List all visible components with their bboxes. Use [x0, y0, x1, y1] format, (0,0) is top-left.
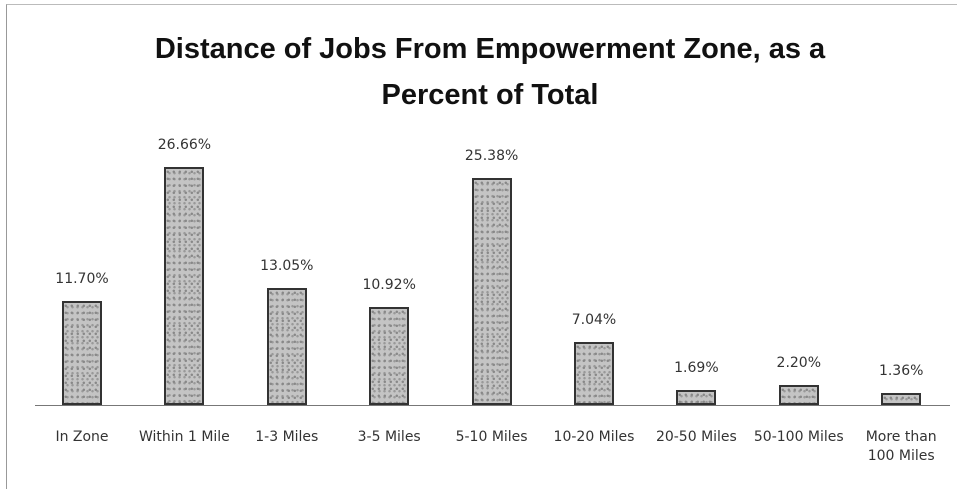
data-label: 25.38%: [464, 148, 519, 165]
data-label: 2.20%: [776, 355, 822, 372]
x-tick-label: 5-10 Miles: [455, 429, 528, 445]
bar: [574, 342, 614, 405]
bar: [676, 389, 717, 405]
data-label: 10.92%: [362, 277, 416, 294]
x-tick-label: In Zone: [55, 429, 109, 445]
data-label: 1.69%: [674, 359, 719, 376]
x-tick-label: 3-5 Miles: [357, 429, 421, 445]
chart-frame: [6, 4, 957, 489]
chart-title: Distance of Jobs From Empowerment Zone, …: [154, 33, 826, 111]
data-label: 11.70%: [55, 270, 109, 287]
x-tick-label: More than 100 Miles: [865, 429, 937, 464]
bar: [778, 385, 819, 405]
data-label: 7.04%: [571, 312, 617, 329]
data-label: 13.05%: [260, 258, 314, 275]
x-tick-label: 10-20 Miles: [553, 429, 635, 445]
x-tick-label: 1-3 Miles: [255, 429, 319, 445]
bar: [471, 178, 512, 405]
data-label: 1.36%: [878, 362, 924, 379]
data-label: 26.66%: [157, 136, 212, 153]
baseline: [35, 405, 950, 406]
bar: [164, 166, 205, 405]
x-tick-label: 20-50 Miles: [655, 429, 737, 445]
bar: [369, 307, 410, 405]
bar: [62, 300, 102, 405]
x-tick-label: Within 1 Mile: [138, 429, 230, 445]
bar: [266, 288, 307, 405]
x-tick-label: 50-100 Miles: [753, 429, 844, 445]
bar: [881, 392, 922, 405]
